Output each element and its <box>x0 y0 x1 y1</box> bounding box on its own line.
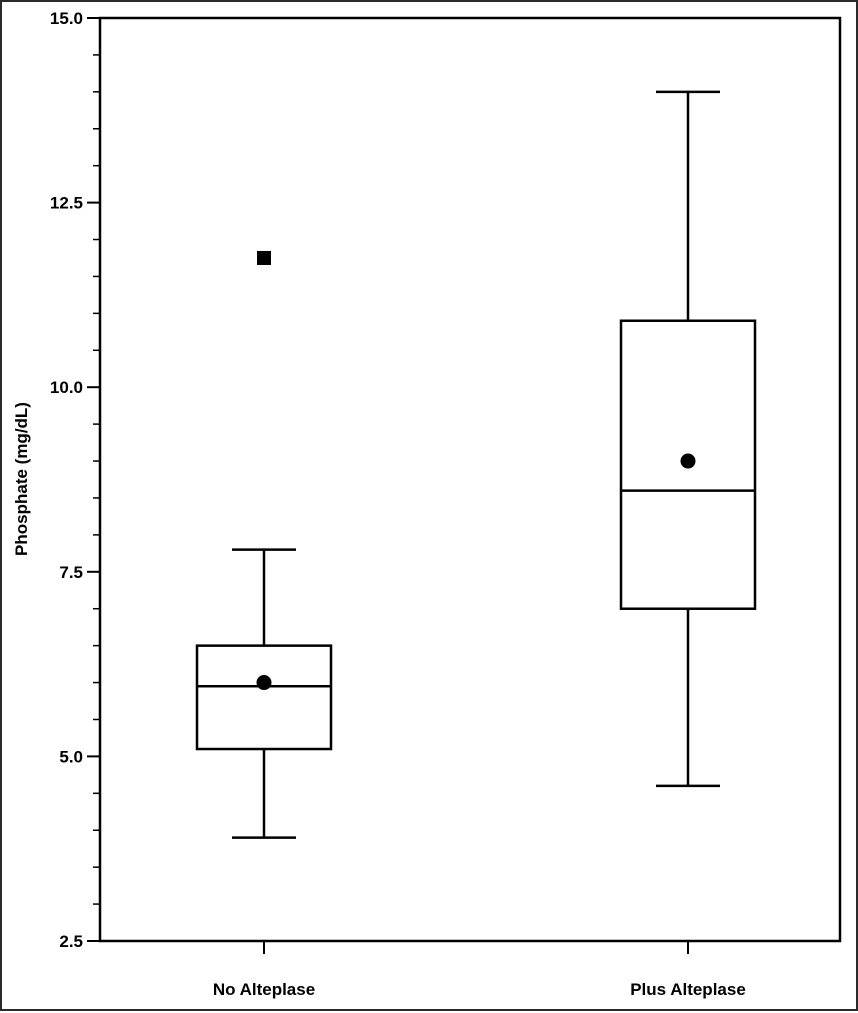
plot-frame <box>98 16 842 943</box>
y-tick-label: 12.5 <box>50 194 83 213</box>
mean-marker <box>680 453 696 469</box>
axes-group <box>87 16 842 954</box>
box-group-1 <box>195 250 333 839</box>
iqr-box <box>195 644 333 751</box>
outlier-marker <box>257 250 271 265</box>
box-group-2 <box>619 90 757 788</box>
y-axis-title: Phosphate (mg/dL) <box>12 402 31 556</box>
y-tick-label: 7.5 <box>59 563 83 582</box>
x-category-label: Plus Alteplase <box>630 980 746 999</box>
y-tick-label: 5.0 <box>59 747 83 766</box>
y-tick-label: 10.0 <box>50 378 83 397</box>
x-category-label: No Alteplase <box>213 980 315 999</box>
y-tick-label: 2.5 <box>59 932 83 951</box>
plot-marks-group <box>195 90 757 839</box>
mean-marker <box>256 675 272 691</box>
labels-group: Phosphate (mg/dL) 2.5 5.0 7.5 10.0 12.5 15.0 N… <box>12 9 746 999</box>
y-tick-label: 15.0 <box>50 9 83 28</box>
